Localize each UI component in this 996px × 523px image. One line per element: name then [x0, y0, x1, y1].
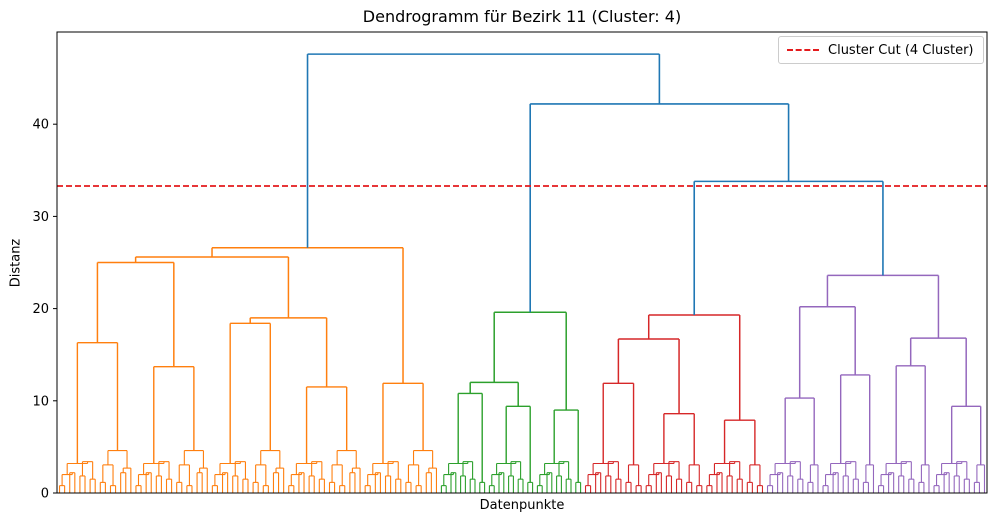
y-tick-label: 30	[32, 210, 49, 225]
y-tick-label: 0	[41, 487, 49, 502]
y-axis-label: Distanz	[8, 238, 24, 288]
plot-frame	[56, 31, 988, 494]
x-axis-label: Datenpunkte	[479, 498, 565, 513]
legend-label: Cluster Cut (4 Cluster)	[828, 42, 974, 58]
y-tick-label: 20	[32, 302, 49, 317]
chart-title: Dendrogramm für Bezirk 11 (Cluster: 4)	[362, 7, 682, 26]
legend-swatch-dashed-line	[787, 49, 819, 51]
legend: Cluster Cut (4 Cluster)	[778, 36, 984, 64]
y-tick-label: 40	[32, 118, 49, 133]
y-tick-label: 10	[32, 394, 49, 409]
